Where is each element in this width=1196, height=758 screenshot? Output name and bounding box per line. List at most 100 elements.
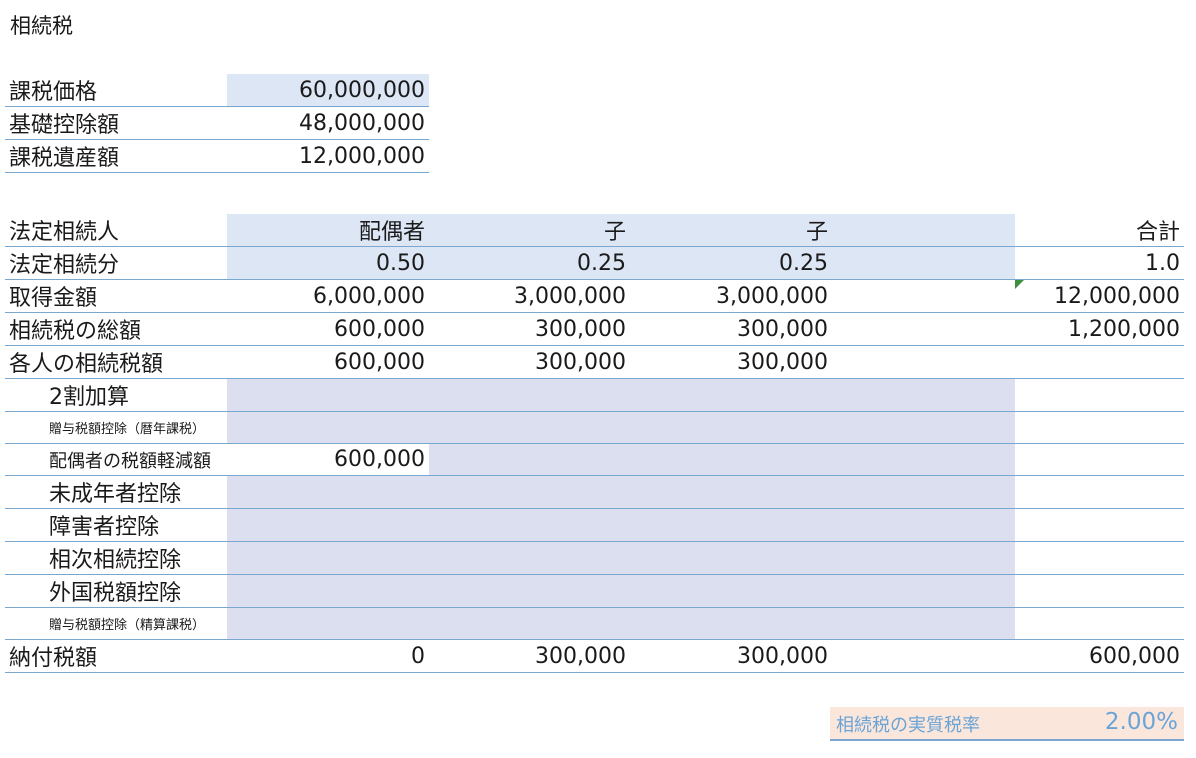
row-label: 各人の相続税額 [5,345,227,379]
heir-header-spouse[interactable]: 配偶者 [227,214,429,247]
adjustment-row-spouse-reduction: 配偶者の税額軽減額 600,000 [5,443,1184,476]
table-cell[interactable] [227,607,429,640]
table-cell[interactable] [832,246,1015,280]
sheet-title: 相続税 [10,14,73,38]
table-cell[interactable] [832,607,1015,640]
heir-header-child-1[interactable]: 子 [429,214,630,247]
table-cell[interactable] [832,378,1015,412]
row-label: 外国税額控除 [5,574,227,608]
heir-header-child-2[interactable]: 子 [630,214,832,247]
tax-payable-row: 納付税額 0 300,000 300,000 600,000 [5,639,1184,673]
table-cell: 12,000,000 [1015,279,1184,313]
table-cell [1015,378,1184,412]
table-cell: 3,000,000 [630,279,832,313]
heirs-table: 法定相続人 配偶者 子 子 合計 法定相続分 0.50 0.25 0.25 1.… [5,214,1184,673]
adjustment-row-disability-deduction: 障害者控除 [5,508,1184,542]
comment-marker-icon [1015,280,1024,289]
table-cell [1015,411,1184,444]
table-cell[interactable] [630,607,832,640]
table-cell[interactable] [429,574,630,608]
summary-label: 課税遺産額 [5,139,227,173]
table-cell: 300,000 [429,345,630,379]
effective-tax-rate-box: 相続税の実質税率 2.00% [830,707,1184,741]
table-cell[interactable] [429,475,630,509]
table-cell[interactable] [832,443,1015,476]
table-cell [832,279,1015,313]
table-cell: 6,000,000 [227,279,429,313]
adjustment-row-gift-tax-calendar: 贈与税額控除（暦年課税） [5,411,1184,444]
row-label: 法定相続人 [5,214,227,247]
table-cell[interactable] [832,411,1015,444]
table-cell[interactable] [227,508,429,542]
table-cell[interactable] [832,574,1015,608]
table-cell[interactable] [429,378,630,412]
table-cell: 600,000 [227,312,429,346]
table-cell: 1.0 [1015,246,1184,280]
row-label: 法定相続分 [5,246,227,280]
table-cell: 300,000 [630,312,832,346]
table-cell[interactable] [429,541,630,575]
table-cell: 300,000 [429,639,630,673]
table-cell[interactable]: 0.50 [227,246,429,280]
taxable-estate-cell[interactable]: 12,000,000 [227,139,429,173]
table-cell[interactable] [630,541,832,575]
table-cell[interactable]: 600,000 [227,443,429,476]
table-cell [1015,508,1184,542]
table-cell[interactable] [630,411,832,444]
heir-header-total: 合計 [1015,214,1184,247]
effective-tax-rate-value[interactable]: 2.00% [1104,709,1178,735]
table-cell [832,312,1015,346]
table-cell [1015,574,1184,608]
taxable-price-cell[interactable]: 60,000,000 [227,74,429,107]
row-label: 2割加算 [5,378,227,412]
table-cell: 600,000 [227,345,429,379]
table-cell [1015,475,1184,509]
table-cell[interactable] [227,475,429,509]
summary-row-taxable-estate: 課税遺産額 12,000,000 [5,139,429,173]
table-cell[interactable] [429,607,630,640]
heir-header-extra[interactable] [832,214,1015,247]
summary-label: 基礎控除額 [5,106,227,140]
acquired-amount-row: 取得金額 6,000,000 3,000,000 3,000,000 12,00… [5,279,1184,313]
table-cell[interactable] [429,443,630,476]
table-cell[interactable] [630,443,832,476]
table-cell[interactable] [429,508,630,542]
table-cell[interactable] [227,574,429,608]
table-cell [1015,541,1184,575]
effective-tax-rate-label: 相続税の実質税率 [836,715,980,736]
table-cell[interactable] [227,411,429,444]
table-cell[interactable] [227,378,429,412]
row-label: 贈与税額控除（精算課税） [5,607,227,640]
row-label: 障害者控除 [5,508,227,542]
adjustment-row-20pct-surcharge: 2割加算 [5,378,1184,412]
row-label: 相次相続控除 [5,541,227,575]
table-cell[interactable]: 0.25 [630,246,832,280]
table-cell[interactable] [832,508,1015,542]
table-cell[interactable] [429,411,630,444]
table-cell[interactable] [832,541,1015,575]
individual-tax-row: 各人の相続税額 600,000 300,000 300,000 [5,345,1184,379]
basic-deduction-cell[interactable]: 48,000,000 [227,106,429,140]
row-label: 贈与税額控除（暦年課税） [5,411,227,444]
total-tax-row: 相続税の総額 600,000 300,000 300,000 1,200,000 [5,312,1184,346]
row-label: 配偶者の税額軽減額 [5,443,227,476]
table-cell [1015,607,1184,640]
table-cell[interactable] [630,574,832,608]
table-cell: 300,000 [429,312,630,346]
table-cell: 0 [227,639,429,673]
row-label: 取得金額 [5,279,227,313]
table-cell[interactable] [227,541,429,575]
summary-label: 課税価格 [5,74,227,107]
row-label: 相続税の総額 [5,312,227,346]
header-row: 法定相続人 配偶者 子 子 合計 [5,214,1184,247]
table-cell[interactable] [630,475,832,509]
adjustment-row-minor-deduction: 未成年者控除 [5,475,1184,509]
table-cell[interactable]: 0.25 [429,246,630,280]
table-cell[interactable] [832,475,1015,509]
table-cell[interactable] [630,378,832,412]
row-label: 未成年者控除 [5,475,227,509]
table-cell: 3,000,000 [429,279,630,313]
table-cell[interactable] [630,508,832,542]
table-cell: 1,200,000 [1015,312,1184,346]
adjustment-row-successive-inheritance: 相次相続控除 [5,541,1184,575]
